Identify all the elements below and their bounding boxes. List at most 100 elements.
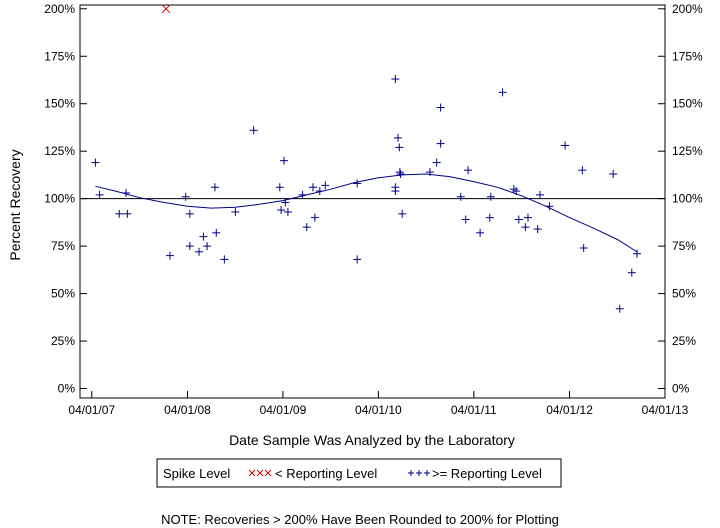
data-point-above [210,183,219,192]
y-tick-label-left: 200% [44,2,75,16]
data-point-above [398,209,407,218]
data-point-above [281,198,290,207]
y-tick-label-left: 125% [44,144,75,158]
x-tick-label: 04/01/07 [68,403,115,417]
data-point-above [391,75,400,84]
legend-x-glyph [248,469,256,477]
y-axis-left: 0% 25% 50% 75% 100% 125% 150% 175% 200% [44,2,87,396]
data-point-above [203,242,212,251]
x-tick-label: 04/01/09 [260,403,307,417]
data-point-above [627,268,636,277]
y-tick-label-right: 50% [672,287,696,301]
data-point-above [199,232,208,241]
y-tick-label-left: 25% [51,334,75,348]
data-point-above [535,190,544,199]
y-tick-label-left: 150% [44,97,75,111]
y-tick-label-left: 50% [51,287,75,301]
data-point-below [161,4,171,14]
data-point-above [212,228,221,237]
legend: Spike Level < Reporting Level >= Reporti… [156,458,562,488]
trend-curve [95,173,638,253]
data-point-above [283,207,292,216]
x-axis-title: Date Sample Was Analyzed by the Laborato… [229,432,515,448]
data-point-above [95,190,104,199]
data-point-above [194,247,203,256]
y-tick-label-left: 0% [58,382,76,396]
data-point-above [279,156,288,165]
data-point-above [579,244,588,253]
data-point-above [396,169,405,178]
x-tick-label: 04/01/11 [451,403,497,417]
data-point-above [249,126,258,135]
legend-x-glyph [264,469,272,477]
data-point-above [391,183,400,192]
x-tick-label: 04/01/13 [642,403,689,417]
data-point-above [309,183,318,192]
data-point-above [521,223,530,232]
x-axis: 04/01/07 04/01/08 04/01/09 04/01/10 04/01/11… [68,391,689,417]
data-point-above [277,206,286,215]
data-point-above [476,228,485,237]
legend-x-glyph [256,469,264,477]
data-point-above [615,304,624,313]
legend-title: Spike Level [163,466,230,481]
data-point-above [302,223,311,232]
points-layer [91,4,642,313]
data-point-above [395,168,404,177]
data-point-above [321,181,330,190]
data-point-above [461,215,470,224]
data-point-above [353,255,362,264]
data-point-above [436,103,445,112]
data-point-above [561,141,570,150]
data-point-above [231,207,240,216]
data-point-above [425,168,434,177]
data-point-above [578,166,587,175]
y-tick-label-right: 125% [672,144,703,158]
data-point-above [315,187,324,196]
data-point-above [185,242,194,251]
plot-area-border [79,4,666,399]
y-tick-label-left: 100% [44,192,75,206]
data-point-above [353,179,362,188]
legend-plus-glyph [424,470,430,476]
legend-plus-glyph [416,470,422,476]
y-axis-title: Percent Recovery [7,149,23,260]
y-tick-label-right: 100% [672,192,703,206]
data-point-above [395,143,404,152]
y-tick-label-right: 0% [672,382,690,396]
data-point-above [486,192,495,201]
y-tick-label-right: 75% [672,239,696,253]
data-point-above [523,213,532,222]
data-point-above [464,166,473,175]
data-point-above [220,255,229,264]
data-point-above [298,190,307,199]
legend-marker-above [408,470,430,476]
data-point-above [498,88,507,97]
data-point-above [181,192,190,201]
legend-label-above: >= Reporting Level [432,466,542,481]
data-point-above [122,188,131,197]
data-point-above [633,249,642,258]
y-tick-label-right: 150% [672,97,703,111]
data-point-above [545,202,554,211]
data-point-above [310,213,319,222]
data-point-above [123,209,132,218]
x-tick-label: 04/01/10 [355,403,402,417]
data-point-above [533,225,542,234]
legend-label-below: < Reporting Level [275,466,377,481]
plot-frame [79,4,666,399]
data-point-above [514,215,523,224]
data-point-above [512,187,521,196]
legend-plus-glyph [408,470,414,476]
data-point-above [456,192,465,201]
data-point-above [432,158,441,167]
y-tick-label-right: 200% [672,2,703,16]
data-point-above [185,209,194,218]
legend-marker-below [248,469,272,477]
x-tick-label: 04/01/12 [546,403,593,417]
data-point-above [485,213,494,222]
y-tick-label-right: 175% [672,49,703,63]
data-point-above [165,251,174,260]
y-axis-right: 0% 25% 50% 75% 100% 125% 150% 175% 200% [658,2,703,396]
